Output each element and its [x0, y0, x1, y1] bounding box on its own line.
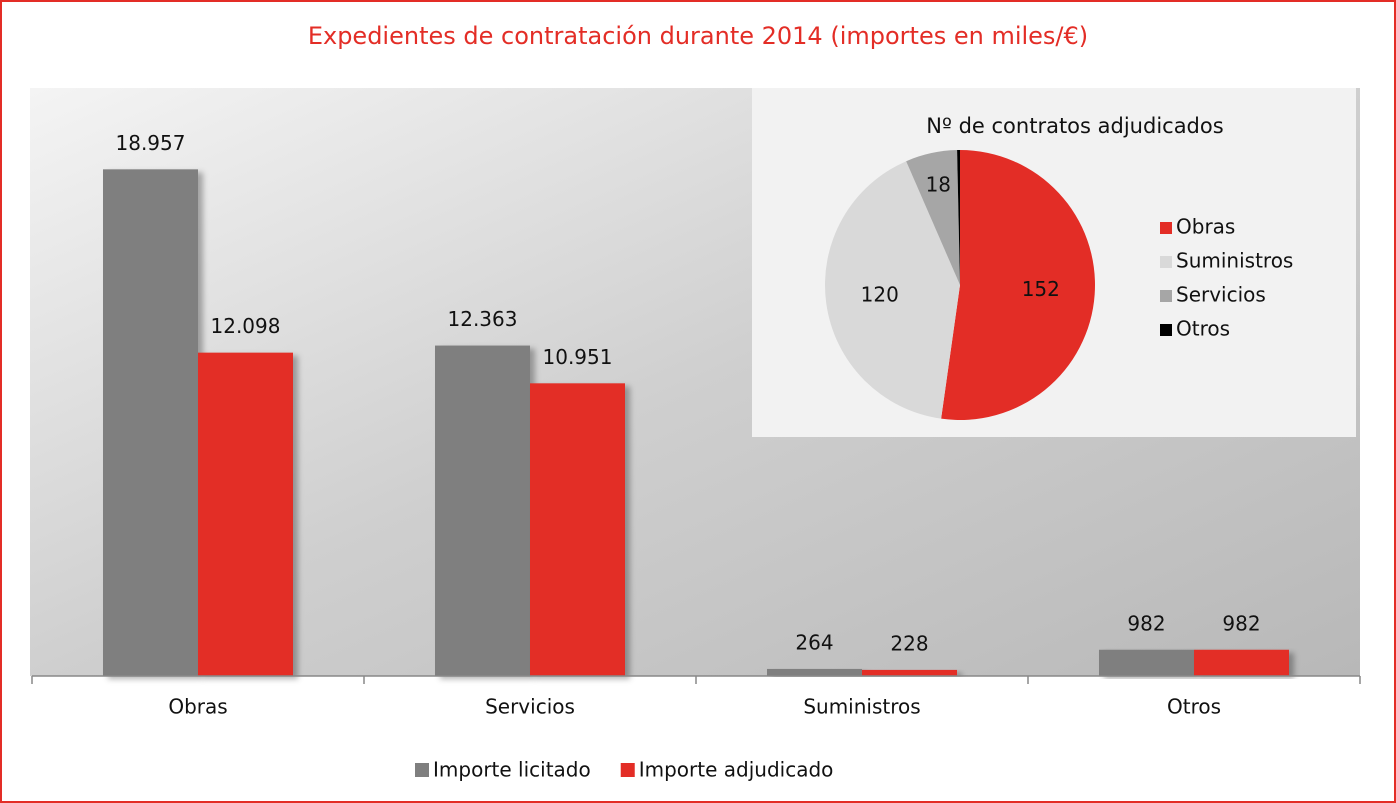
bar — [530, 383, 625, 676]
bar — [198, 352, 293, 676]
data-label: 264 — [795, 630, 833, 654]
x-tick-label: Obras — [168, 695, 227, 719]
data-label: 18 — [926, 173, 951, 197]
pie-slice — [941, 150, 1095, 420]
legend-swatch — [1160, 222, 1172, 234]
data-label: 10.951 — [543, 345, 613, 369]
data-label: 18.957 — [116, 131, 186, 155]
pie-chart: 152 120 18 Obras Suministros Servicios Otros — [824, 150, 1293, 420]
data-label: 228 — [890, 631, 928, 655]
x-tick-label: Suministros — [803, 695, 920, 719]
pie-title: Nº de contratos adjudicados — [926, 114, 1223, 138]
x-tick-label: Servicios — [485, 695, 575, 719]
data-label: 152 — [1022, 277, 1060, 301]
legend-label: Servicios — [1176, 283, 1266, 307]
legend-swatch — [415, 763, 429, 777]
data-label: 12.363 — [448, 307, 518, 331]
x-tick-label: Otros — [1167, 695, 1221, 719]
bar — [1099, 649, 1194, 676]
bar — [1194, 649, 1289, 676]
data-label: 982 — [1127, 611, 1165, 635]
bar — [435, 345, 530, 676]
pie-slice — [824, 161, 960, 419]
bar — [767, 668, 862, 676]
legend-label: Importe adjudicado — [639, 758, 834, 782]
bar-chart: Obras 18.957 12.098 Servicios 12.363 10.951 Su… — [31, 131, 1361, 782]
data-label: 120 — [861, 282, 899, 306]
legend-label: Importe licitado — [433, 758, 591, 782]
legend-swatch — [1160, 324, 1172, 336]
pie-slice — [906, 150, 960, 285]
legend-label: Suministros — [1176, 249, 1293, 273]
legend-swatch — [1160, 256, 1172, 268]
legend-label: Otros — [1176, 317, 1230, 341]
pie-slice — [957, 150, 960, 285]
legend-swatch — [1160, 290, 1172, 302]
legend-swatch — [620, 763, 635, 777]
data-label: 982 — [1222, 611, 1260, 635]
bar — [103, 169, 198, 676]
legend-label: Obras — [1176, 215, 1235, 239]
bar — [862, 669, 957, 676]
data-label: 12.098 — [211, 314, 281, 338]
chart-title: Expedientes de contratación durante 2014… — [308, 22, 1088, 50]
